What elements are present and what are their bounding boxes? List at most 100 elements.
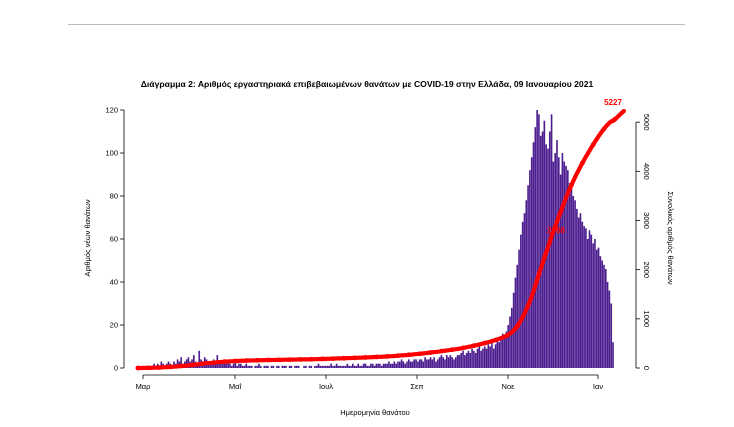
cumulative-point	[374, 354, 379, 360]
bar	[303, 365, 305, 368]
bar	[482, 348, 484, 368]
bar	[471, 348, 473, 368]
bar	[364, 363, 367, 368]
bar	[350, 365, 352, 368]
bar	[433, 357, 435, 368]
bar	[180, 357, 182, 368]
bar	[527, 185, 529, 368]
bar	[406, 361, 408, 368]
y2-tick-label: 3000	[642, 212, 651, 229]
bar	[453, 359, 455, 368]
cumulative-point	[547, 239, 553, 245]
x-tick-label: Νοε	[502, 382, 516, 391]
cumulative-point	[330, 356, 336, 362]
cumulative-point	[482, 340, 488, 346]
bar	[379, 363, 381, 368]
cumulative-point	[449, 347, 455, 353]
bar	[277, 365, 280, 368]
bar	[344, 365, 347, 368]
bar	[557, 157, 560, 368]
cumulative-point	[254, 357, 260, 363]
bar	[449, 355, 452, 368]
bar	[501, 333, 504, 368]
bar	[241, 365, 244, 368]
cumulative-point	[352, 355, 358, 361]
bar	[447, 357, 450, 368]
bar	[597, 247, 600, 368]
bar	[193, 355, 195, 368]
bar	[382, 363, 385, 368]
bar	[220, 361, 222, 368]
bar	[603, 264, 605, 368]
bar	[476, 348, 479, 368]
cumulative-point	[341, 355, 347, 361]
y2-tick-label: 4000	[642, 163, 651, 180]
bar	[505, 331, 508, 368]
annotation-final: 5227	[604, 98, 622, 107]
bar	[565, 165, 567, 368]
bar	[606, 282, 609, 368]
bar	[333, 365, 336, 368]
bar	[198, 350, 201, 368]
top-divider	[68, 24, 685, 25]
bar	[263, 365, 266, 368]
bar	[579, 213, 582, 368]
bar	[577, 217, 580, 368]
cumulative-point	[222, 359, 228, 365]
bar	[440, 355, 443, 368]
bar	[256, 365, 258, 368]
cumulative-point	[178, 363, 184, 369]
cumulative-point	[601, 126, 607, 132]
bar	[445, 355, 448, 368]
bar	[214, 361, 217, 368]
bar	[539, 135, 542, 368]
bar	[227, 361, 229, 368]
cumulative-point	[200, 361, 206, 367]
bar	[375, 363, 378, 368]
cumulative-point	[460, 345, 466, 351]
bar	[366, 365, 369, 368]
bar	[377, 363, 379, 368]
bar	[465, 352, 468, 368]
bar	[346, 363, 349, 368]
bar	[429, 357, 432, 368]
bar	[500, 337, 502, 368]
bar	[259, 365, 262, 368]
bar	[355, 365, 358, 368]
bar	[400, 359, 403, 368]
bar	[187, 357, 190, 368]
cumulative-point	[168, 364, 173, 370]
bar	[326, 365, 329, 368]
cumulative-point	[319, 356, 325, 362]
y-tick-label: 40	[110, 278, 118, 287]
y-tick-label: 60	[110, 235, 118, 244]
bar	[460, 352, 463, 368]
x-tick-label: Ιουλ	[319, 382, 333, 391]
bar	[521, 221, 524, 368]
bar	[389, 363, 392, 368]
bar	[436, 359, 439, 368]
cumulative-point	[525, 303, 531, 308]
cumulative-point	[417, 351, 423, 357]
cumulative-point	[233, 358, 238, 364]
bar	[469, 352, 472, 368]
cumulative-point	[612, 116, 618, 122]
cumulative-point	[308, 356, 314, 362]
bar	[426, 359, 428, 368]
bar	[357, 363, 360, 368]
bar	[413, 359, 416, 368]
bar	[608, 290, 611, 368]
bar	[567, 170, 569, 368]
bar	[211, 363, 213, 368]
bar	[480, 350, 482, 368]
bar	[478, 346, 481, 368]
cumulative-line-layer	[135, 108, 627, 371]
bar	[290, 365, 293, 368]
bar	[601, 260, 603, 368]
bar	[330, 363, 332, 368]
x-axis-label: Ημερομηνία θανάτου	[340, 408, 410, 417]
bar	[411, 361, 414, 368]
bar	[604, 269, 607, 368]
bar	[352, 363, 354, 368]
cumulative-point	[395, 353, 401, 359]
